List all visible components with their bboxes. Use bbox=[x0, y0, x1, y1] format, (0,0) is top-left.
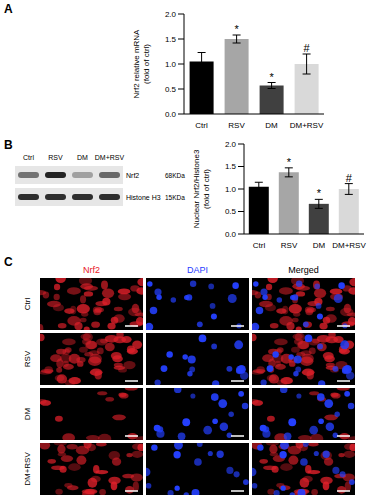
svg-text:RSV: RSV bbox=[281, 241, 298, 250]
html-text:DAPI: DAPI bbox=[187, 265, 208, 275]
svg-text:Ctrl: Ctrl bbox=[23, 154, 34, 161]
html-text:Merged: Merged bbox=[288, 265, 319, 275]
svg-text:Ctrl: Ctrl bbox=[253, 241, 266, 250]
svg-text:0.0: 0.0 bbox=[165, 110, 177, 119]
svg-text:1.0: 1.0 bbox=[225, 185, 237, 194]
svg-text:DM+RSV: DM+RSV bbox=[332, 241, 364, 250]
svg-text:0.5: 0.5 bbox=[225, 207, 237, 216]
html-text:C: C bbox=[4, 255, 13, 269]
svg-text:*: * bbox=[287, 156, 292, 168]
svg-text:RSV: RSV bbox=[48, 154, 63, 161]
html-text:Nrf2: Nrf2 bbox=[83, 265, 100, 275]
svg-text:DM: DM bbox=[23, 407, 32, 420]
svg-text:#: # bbox=[304, 42, 311, 54]
svg-text:Nrf2 relative mRNA(fold of ctr: Nrf2 relative mRNA(fold of ctrl) bbox=[132, 29, 151, 99]
svg-text:DM+RSV: DM+RSV bbox=[290, 121, 324, 130]
svg-text:*: * bbox=[269, 71, 274, 83]
svg-text:Nuclear Nrf2/Histone3(fold of: Nuclear Nrf2/Histone3(fold of ctrl) bbox=[192, 149, 211, 228]
svg-text:Histone H3: Histone H3 bbox=[126, 194, 161, 201]
svg-text:15KDa: 15KDa bbox=[165, 194, 185, 201]
svg-text:1.0: 1.0 bbox=[165, 60, 177, 69]
svg-text:2.0: 2.0 bbox=[165, 10, 177, 19]
svg-text:RSV: RSV bbox=[23, 350, 32, 367]
svg-text:RSV: RSV bbox=[228, 121, 245, 130]
svg-text:DM: DM bbox=[77, 154, 88, 161]
svg-text:0.5: 0.5 bbox=[165, 85, 177, 94]
svg-text:*: * bbox=[234, 23, 239, 35]
svg-text:Ctrl: Ctrl bbox=[23, 298, 32, 311]
svg-text:Nrf2: Nrf2 bbox=[126, 172, 139, 179]
svg-text:DM+RSV: DM+RSV bbox=[23, 452, 32, 486]
svg-text:Ctrl: Ctrl bbox=[195, 121, 208, 130]
svg-text:2.0: 2.0 bbox=[225, 140, 237, 149]
svg-text:1.5: 1.5 bbox=[165, 35, 177, 44]
svg-text:68KDa: 68KDa bbox=[165, 172, 185, 179]
svg-text:1.5: 1.5 bbox=[225, 162, 237, 171]
svg-text:0.0: 0.0 bbox=[225, 230, 237, 239]
html-text:B: B bbox=[4, 138, 13, 152]
svg-text:DM: DM bbox=[265, 121, 278, 130]
svg-text:DM: DM bbox=[313, 241, 326, 250]
svg-text:#: # bbox=[346, 172, 353, 184]
svg-text:DM+RSV: DM+RSV bbox=[95, 154, 125, 161]
html-text:A: A bbox=[4, 2, 13, 16]
svg-text:*: * bbox=[317, 187, 322, 199]
